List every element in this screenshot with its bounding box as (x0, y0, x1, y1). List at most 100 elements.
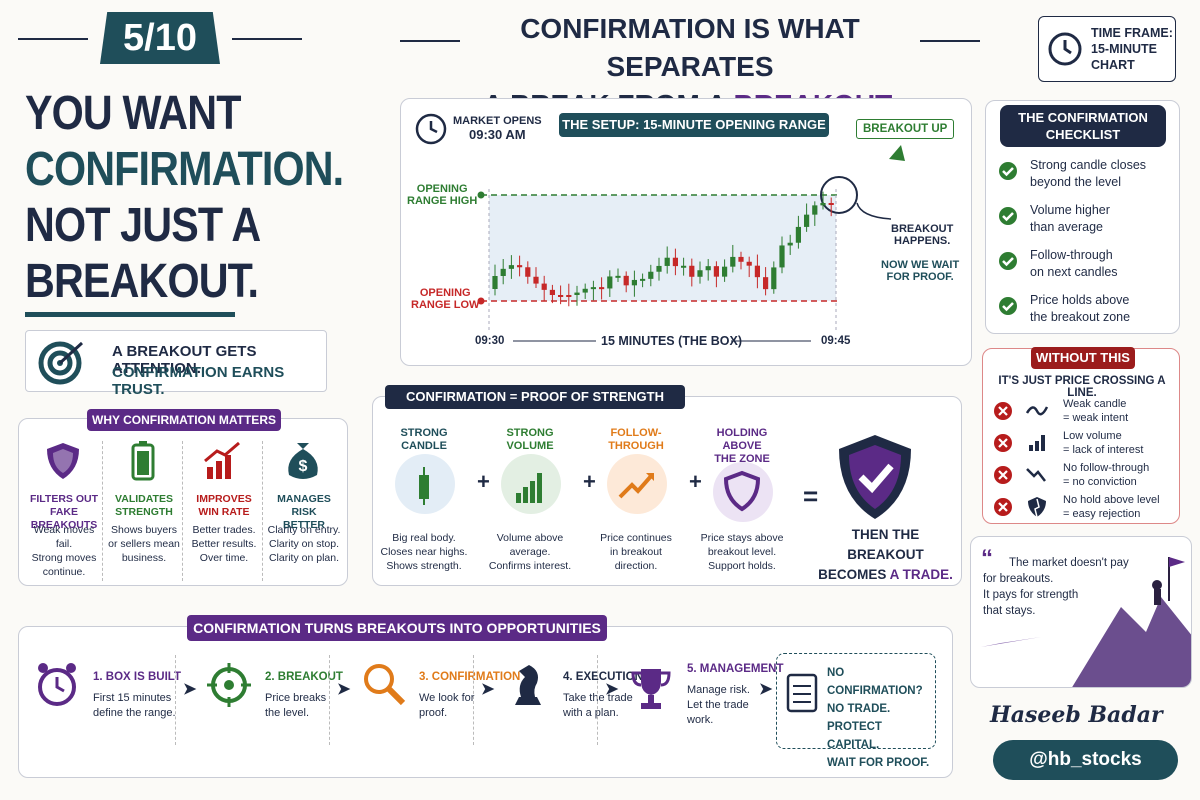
step-title: 1. BOX IS BUILT (93, 671, 181, 683)
why-card-desc: Shows buyers or sellers mean business. (105, 523, 183, 565)
proof-icon (713, 462, 773, 522)
plus: + (689, 469, 702, 494)
label: OPENING (416, 183, 468, 195)
line: Better results. (191, 538, 257, 550)
label: FOR PROOF. (886, 271, 954, 283)
divider (182, 441, 183, 581)
candle-body (607, 276, 613, 289)
checklist-item: Volume higher than average (1030, 202, 1110, 236)
without-panel: WITHOUT THIS IT'S JUST PRICE CROSSING A … (982, 347, 1180, 524)
line: or sellers mean (108, 538, 180, 550)
without-item: No follow-through = no conviction (1063, 461, 1149, 489)
setup-chart (415, 113, 905, 342)
divider (473, 655, 474, 745)
range-low-label: OPENING RANGE LOW (411, 287, 479, 311)
line: Price breaks (265, 692, 327, 704)
why-icon (204, 441, 240, 479)
label: CHECKLIST (1045, 127, 1121, 142)
line: on next candles (1030, 265, 1118, 279)
line: define the range. (93, 707, 176, 719)
candle-body (508, 265, 514, 269)
candle-body (713, 266, 719, 277)
note-line: PROTECT CAPITAL. (827, 721, 882, 751)
setup-title: THE SETUP: 15-MINUTE OPENING RANGE (559, 113, 829, 137)
check-icon (999, 162, 1017, 180)
clipboard-icon (786, 673, 818, 713)
candle-body (722, 266, 728, 277)
without-subtitle: IT'S JUST PRICE CROSSING A LINE. (998, 375, 1166, 399)
why-card-title: VALIDATES STRENGTH (105, 493, 183, 519)
breakout-circle (820, 176, 858, 214)
candle-body (787, 242, 793, 246)
proof-item-desc: Price stays above breakout level. Support … (691, 531, 793, 573)
candle-body (631, 279, 637, 286)
rule (18, 38, 88, 40)
without-icon (1029, 435, 1045, 451)
step-arrow: ➤ (481, 681, 495, 698)
step-icon (207, 663, 251, 707)
line: Weak candle (1063, 398, 1127, 410)
target-icon (38, 341, 84, 385)
pointer (856, 202, 892, 220)
line: = weak intent (1063, 412, 1129, 424)
x-icon (994, 434, 1012, 452)
candle-body (640, 278, 646, 281)
line: = no conviction (1063, 476, 1137, 488)
line: the level. (265, 707, 310, 719)
proof-item-desc: Volume above average. Confirms interest. (479, 531, 581, 573)
breakout-up: BREAKOUT UP (856, 119, 955, 139)
line: = lack of interest (1063, 444, 1144, 456)
candle-body (582, 288, 588, 293)
setup-panel: MARKET OPENS 09:30 AM THE SETUP: 15-MINUT… (400, 98, 972, 366)
line: Strong candle closes (1030, 158, 1147, 172)
check-icon (999, 252, 1017, 270)
equals: = (803, 481, 819, 511)
market-opens: MARKET OPENS 09:30 AM (453, 115, 542, 142)
mountain-art (981, 557, 1191, 687)
why-card-title: IMPROVES WIN RATE (185, 493, 263, 519)
plus: + (477, 469, 490, 494)
candle-body (558, 295, 564, 297)
proof-item-desc: Price continues in breakout direction. (585, 531, 687, 573)
candle-body (746, 261, 752, 266)
result-line: BECOMES A TRADE. (813, 565, 958, 585)
step-arrow: ➤ (183, 681, 197, 698)
label: NOW WE WAIT (881, 259, 960, 271)
line: continue. (42, 566, 86, 578)
author-name: Haseeb Badar (990, 702, 1163, 728)
result-text: BECOMES (818, 567, 890, 582)
line: with a plan. (563, 707, 619, 719)
candle-body (820, 203, 826, 206)
line: Big real body. (392, 532, 456, 544)
candle-body (656, 265, 662, 272)
dot (477, 191, 485, 199)
line: THE ZONE (714, 453, 770, 465)
candle-body (681, 265, 687, 268)
candle-body (566, 295, 572, 297)
line: Clarity on entry. (267, 524, 341, 536)
why-icon (47, 443, 79, 479)
candle-body (828, 203, 834, 205)
timeframe-line: TIME FRAME: (1091, 26, 1173, 40)
line: Closes near highs. (380, 546, 468, 558)
candle-body (812, 205, 818, 215)
line: STRENGTH (115, 506, 173, 518)
label: MARKET OPENS (453, 115, 542, 127)
without-item: Weak candle = weak intent (1063, 397, 1128, 425)
quote-line: The market doesn't pay (1009, 557, 1129, 569)
candle-body (574, 292, 580, 295)
note-line: WAIT FOR PROOF. (827, 757, 930, 769)
rule (232, 38, 302, 40)
candle-body (730, 256, 736, 267)
candle-body (492, 276, 498, 289)
line: Clarity on stop. (268, 538, 340, 550)
x-icon (994, 498, 1012, 516)
line: Let the trade (687, 699, 749, 711)
why-icon (131, 441, 155, 481)
check-icon (999, 297, 1017, 315)
step-desc: Manage risk. Let the trade work. (687, 683, 750, 728)
line: WIN RATE (198, 506, 250, 518)
line: the breakout zone (1030, 310, 1131, 324)
line: in breakout (610, 546, 662, 558)
checklist-panel: THE CONFIRMATION CHECKLIST Strong candle … (985, 100, 1180, 334)
